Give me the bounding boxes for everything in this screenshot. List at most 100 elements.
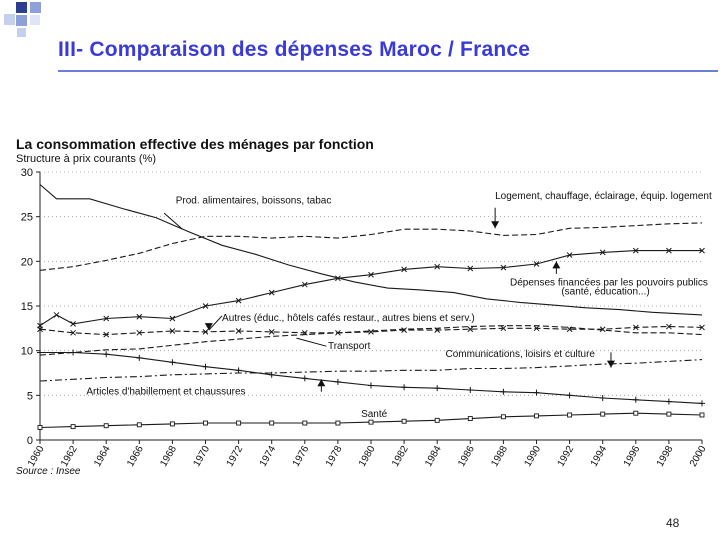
data-point-health (70, 424, 76, 430)
x-tick-label: 1986 (456, 444, 477, 469)
x-tick-label: 1962 (59, 444, 80, 469)
x-tick-label: 1994 (589, 444, 610, 469)
data-point-health (633, 410, 639, 416)
data-point-clothing (566, 392, 573, 399)
data-point-other (467, 326, 474, 333)
y-tick-label: 20 (21, 256, 33, 268)
data-point-clothing (235, 367, 242, 374)
deco-square-dark (16, 2, 27, 13)
data-point-other (666, 323, 672, 330)
data-point-other (70, 329, 76, 336)
data-point-clothing (334, 378, 341, 385)
x-tick-label: 1972 (225, 444, 246, 469)
data-point-health (203, 420, 208, 426)
x-tick-label: 1990 (522, 444, 543, 469)
x-tick-label: 1984 (423, 444, 444, 469)
annotation-connector (296, 337, 327, 347)
data-point-clothing (699, 400, 705, 407)
data-point-other (103, 331, 110, 338)
series-food (39, 184, 703, 316)
data-point-health (567, 412, 573, 418)
x-tick-label: 1988 (489, 444, 510, 469)
data-point-clothing (37, 349, 43, 356)
annotation-clothing: Articles d'habillement et chaussures (86, 379, 326, 397)
deco-square-faint (17, 28, 26, 37)
x-tick-label: 1974 (258, 444, 279, 469)
annotation-label: Articles d'habillement et chaussures (86, 386, 245, 397)
data-point-other (632, 324, 639, 331)
y-tick-label: 30 (21, 167, 33, 179)
x-tick-label: 1968 (158, 444, 179, 469)
annotation-other: Autres (éduc., hôtels cafés restaur., au… (204, 313, 475, 331)
annotation-arrowhead (317, 379, 326, 387)
data-point-other (202, 329, 209, 335)
x-tick-label: 1960 (26, 444, 47, 469)
data-point-health (37, 425, 43, 430)
x-tick-label: 2000 (688, 444, 709, 469)
x-tick-label: 1982 (390, 444, 411, 469)
data-point-health (269, 420, 275, 426)
data-point-clothing (467, 386, 474, 393)
data-point-health (401, 418, 407, 424)
annotation-communications: Communications, loisirs et culture (445, 349, 615, 368)
data-point-health (600, 411, 606, 417)
annotation-label: Santé (361, 409, 388, 420)
data-point-health (368, 419, 374, 425)
data-point-clothing (533, 389, 540, 396)
data-point-public (401, 266, 407, 273)
data-point-clothing (136, 354, 143, 361)
annotation-label: Communications, loisirs et culture (445, 349, 595, 360)
x-tick-label: 1970 (191, 444, 212, 469)
x-tick-label: 1976 (291, 444, 312, 469)
data-point-other (268, 329, 275, 335)
data-point-clothing (368, 382, 374, 389)
y-tick-label: 10 (21, 346, 33, 358)
data-point-clothing (434, 385, 441, 392)
x-tick-label: 1978 (324, 444, 345, 469)
x-tick-label: 1996 (622, 444, 643, 469)
series-line-housing (39, 222, 703, 271)
series-line-public (39, 250, 702, 327)
data-point-public (699, 247, 705, 254)
annotation-transport: Transport (296, 337, 371, 352)
data-point-clothing (202, 363, 209, 370)
series-other (37, 323, 705, 338)
x-tick-label: 1964 (92, 444, 113, 469)
data-point-other (136, 329, 143, 336)
annotation-public: (santé, éducation...) (561, 286, 649, 297)
data-point-clothing (301, 375, 308, 382)
series-line-communications (39, 359, 703, 382)
series-health (37, 410, 705, 430)
data-point-health (136, 422, 142, 428)
page-number: 48 (666, 516, 680, 530)
series-housing (39, 222, 703, 271)
annotation-label: Dépenses financées par les pouvoirs publ… (510, 277, 708, 288)
series-line-food (39, 184, 703, 316)
data-point-clothing (599, 395, 606, 402)
annotation-public: Dépenses financées par les pouvoirs publ… (510, 261, 708, 288)
data-point-health (302, 420, 308, 426)
data-point-public (666, 247, 672, 254)
annotation-food: Prod. alimentaires, boissons, tabac (163, 195, 332, 230)
data-point-public (500, 264, 507, 271)
annotation-label: Autres (éduc., hôtels cafés restaur., au… (222, 313, 475, 324)
annotation-label: (santé, éducation...) (561, 286, 649, 297)
data-point-health (169, 421, 175, 427)
series-line-transport (39, 325, 703, 356)
data-point-other (169, 328, 176, 334)
annotation-label: Prod. alimentaires, boissons, tabac (176, 195, 332, 206)
decorative-squares (4, 2, 41, 37)
data-point-public (368, 271, 374, 278)
data-point-clothing (401, 384, 408, 391)
data-point-health (500, 414, 506, 420)
y-tick-label: 15 (21, 301, 33, 313)
chart-source: Source : Insee (16, 466, 81, 477)
annotation-arrowhead (606, 360, 615, 368)
annotation-arrowhead (552, 261, 561, 269)
data-point-public (566, 252, 573, 258)
data-point-public (632, 247, 639, 254)
y-tick-label: 25 (21, 212, 33, 224)
data-point-clothing (103, 351, 110, 358)
annotation-arrowhead (204, 323, 213, 331)
